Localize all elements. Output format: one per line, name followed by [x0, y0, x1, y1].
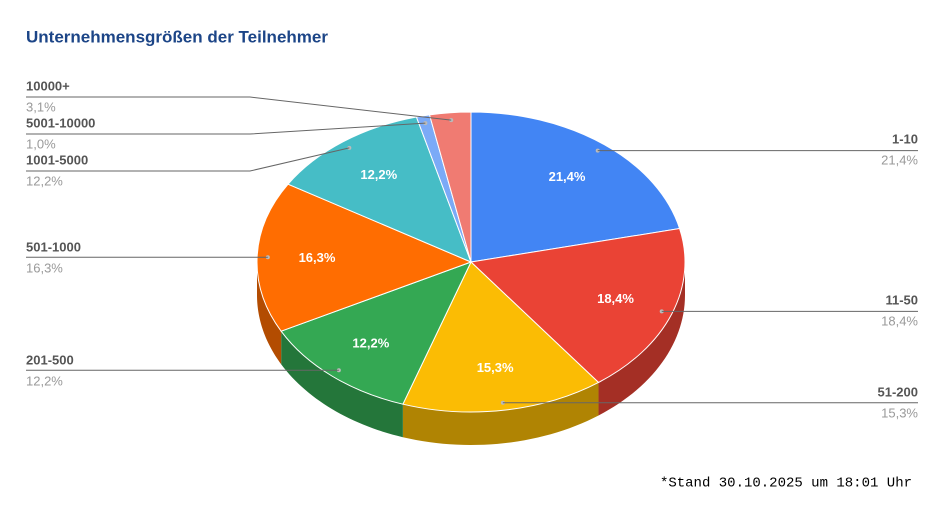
legend-value: 16,3% — [26, 260, 63, 275]
legend-value: 12,2% — [26, 173, 63, 188]
legend-label: 5001-10000 — [26, 115, 95, 130]
slice — [469, 227, 686, 384]
leader-line — [26, 122, 426, 135]
legend-label: 1001-5000 — [26, 152, 88, 167]
legend-label: 1-10 — [892, 131, 918, 146]
legend-label: 51-200 — [878, 384, 918, 399]
slice-side — [257, 262, 282, 365]
slice — [280, 261, 472, 405]
slice — [402, 261, 600, 413]
slice-value-label: 15,3% — [477, 360, 514, 375]
legend-value: 12,2% — [26, 373, 63, 388]
legend-label: 11-50 — [885, 292, 918, 307]
leader-line — [26, 147, 350, 172]
legend-label: 10000+ — [26, 78, 70, 93]
slice-value-label: 12,2% — [352, 336, 389, 351]
slice-value-label: 16,3% — [299, 250, 336, 265]
legend-label: 501-1000 — [26, 239, 81, 254]
legend-value: 3,1% — [26, 99, 56, 114]
slice-side — [281, 331, 403, 438]
footnote: *Stand 30.10.2025 um 18:01 Uhr — [660, 476, 912, 492]
legend-value: 21,4% — [881, 152, 918, 167]
legend-value: 18,4% — [881, 313, 918, 328]
slice — [428, 111, 472, 263]
legend-value: 1,0% — [26, 136, 56, 151]
legend-label: 201-500 — [26, 352, 74, 367]
slice-side — [598, 262, 685, 416]
slice-value-label: 21,4% — [549, 169, 586, 184]
chart-title: Unternehmensgrößen der Teilnehmer — [26, 27, 328, 46]
leader-line — [26, 96, 452, 121]
slice-value-label: 18,4% — [597, 291, 634, 306]
slice — [287, 116, 472, 263]
slice-side — [402, 382, 599, 445]
legend-value: 15,3% — [881, 405, 918, 420]
slice-value-label: 12,2% — [360, 167, 397, 182]
slice — [470, 111, 681, 263]
